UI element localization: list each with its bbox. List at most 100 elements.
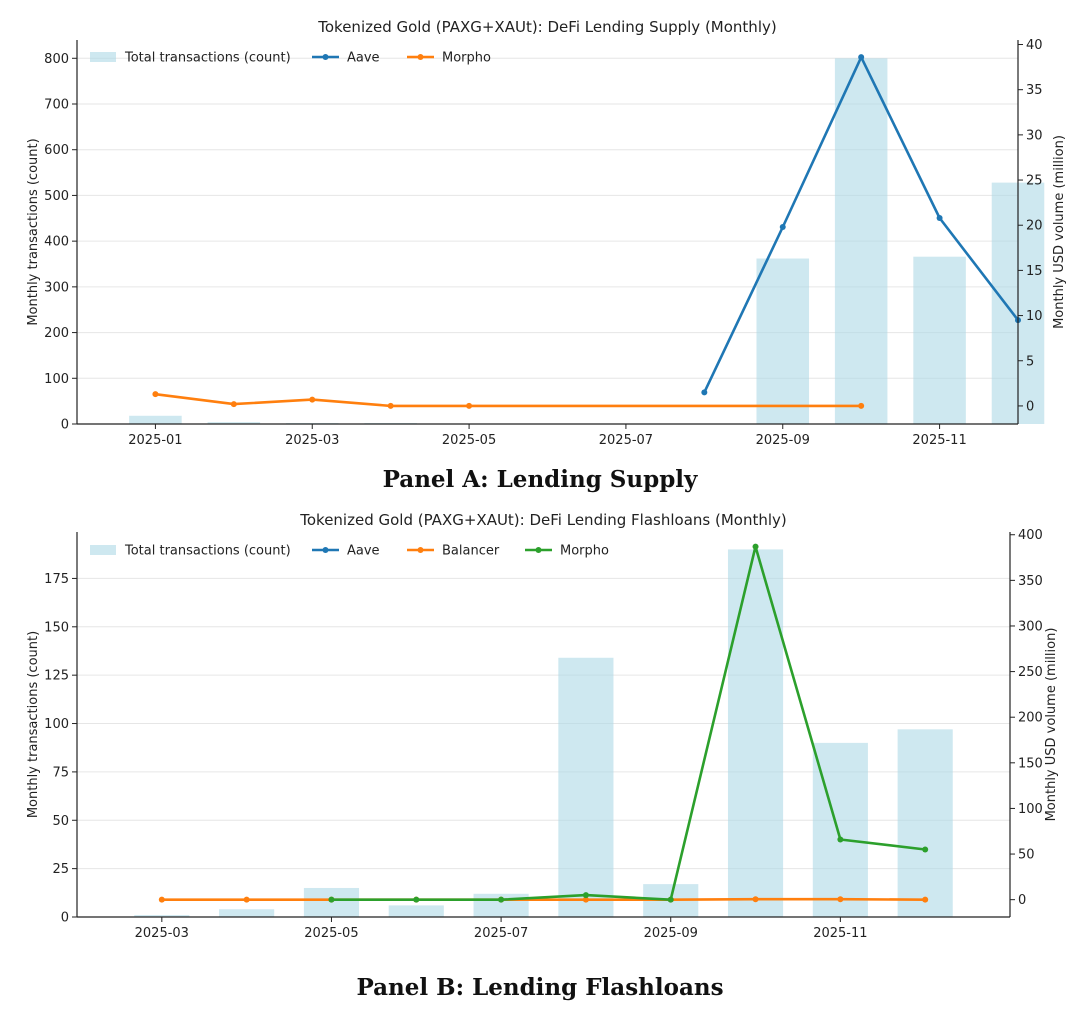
series-line-morpho	[331, 545, 926, 902]
legend-item-aave: Aave	[312, 51, 380, 66]
x-tick-label: 2025-09	[644, 926, 698, 941]
legend-label: Aave	[347, 544, 380, 559]
panel-a-caption: Panel A: Lending Supply	[382, 466, 698, 493]
legend-item-morpho: Morpho	[407, 51, 491, 66]
y-right-tick-label: 0	[1026, 399, 1034, 414]
series-point-aave	[858, 54, 865, 61]
legend-swatch-marker	[417, 547, 424, 553]
series-point-balancer	[837, 896, 844, 903]
legend-swatch-bar	[90, 52, 116, 62]
legend-label: Morpho	[442, 51, 491, 66]
x-tick-label: 2025-03	[285, 433, 339, 448]
y-left-tick-label: 300	[44, 280, 69, 295]
bar-total-transactions	[558, 657, 614, 917]
series-point-morpho	[858, 402, 865, 409]
chart-title: Tokenized Gold (PAXG+XAUt): DeFi Lending…	[317, 18, 776, 36]
legend-label: Morpho	[560, 544, 609, 559]
y-left-tick-label: 150	[44, 620, 69, 635]
legend-item-morpho: Morpho	[525, 544, 609, 559]
series-point-balancer	[158, 896, 165, 903]
y-left-tick-label: 700	[44, 98, 69, 113]
y-right-tick-label: 30	[1026, 128, 1043, 143]
y-right-tick-label: 50	[1018, 848, 1035, 863]
series-point-aave	[936, 214, 943, 221]
series-point-aave	[779, 224, 786, 231]
bar-total-transactions	[913, 256, 966, 424]
y-left-axis-label: Monthly transactions (count)	[26, 138, 41, 325]
legend-label: Aave	[347, 51, 380, 66]
y-left-tick-label: 600	[44, 143, 69, 158]
bar-total-transactions	[727, 549, 784, 917]
x-tick-label: 2025-03	[135, 926, 189, 941]
series-point-morpho	[309, 396, 316, 403]
y-right-tick-label: 5	[1026, 354, 1034, 369]
y-right-tick-label: 350	[1018, 574, 1043, 589]
y-right-tick-label: 35	[1026, 83, 1043, 98]
series-point-balancer	[752, 896, 759, 903]
legend-swatch-marker	[417, 54, 424, 60]
legend-item-balancer: Balancer	[407, 544, 500, 559]
y-right-tick-label: 250	[1018, 665, 1043, 680]
bar-total-transactions	[219, 909, 275, 917]
series-point-morpho	[667, 896, 674, 903]
y-left-tick-label: 0	[61, 911, 69, 926]
series-point-morpho	[466, 402, 473, 409]
y-left-tick-label: 400	[44, 235, 69, 250]
series-point-morpho	[152, 391, 159, 398]
legend-swatch-marker	[322, 54, 329, 60]
y-left-tick-label: 175	[44, 572, 69, 587]
bar-total-transactions	[756, 258, 810, 424]
y-right-tick-label: 300	[1018, 619, 1043, 634]
series-point-morpho	[752, 543, 759, 550]
y-right-tick-label: 10	[1026, 309, 1043, 324]
y-left-tick-label: 500	[44, 189, 69, 204]
y-left-tick-label: 25	[52, 862, 69, 877]
legend-item-total-transactions-count: Total transactions (count)	[90, 51, 291, 66]
x-tick-label: 2025-11	[813, 926, 867, 941]
y-left-tick-label: 800	[44, 52, 69, 67]
legend-swatch-marker	[322, 547, 329, 553]
x-tick-label: 2025-01	[128, 433, 182, 448]
panel-a-lending-supply: Tokenized Gold (PAXG+XAUt): DeFi Lending…	[26, 18, 1067, 448]
legend-label: Total transactions (count)	[124, 544, 291, 559]
legend-swatch-marker	[535, 547, 542, 553]
series-point-morpho	[230, 401, 237, 408]
series-point-balancer	[582, 896, 589, 903]
y-right-tick-label: 25	[1026, 174, 1043, 189]
legend-label: Total transactions (count)	[124, 51, 291, 66]
bar-total-transactions	[388, 905, 444, 917]
series-point-morpho	[328, 896, 335, 903]
panel-b-caption: Panel B: Lending Flashloans	[356, 974, 724, 1001]
series-point-morpho	[498, 896, 505, 903]
x-tick-label: 2025-07	[474, 926, 528, 941]
y-right-axis-label: Monthly USD volume (million)	[1044, 628, 1059, 822]
legend-swatch-bar	[90, 545, 116, 555]
y-left-tick-label: 50	[52, 814, 69, 829]
series-point-aave	[701, 389, 708, 396]
series-point-morpho	[922, 846, 929, 853]
bar-total-transactions	[129, 415, 182, 424]
y-right-tick-label: 15	[1026, 264, 1043, 279]
bar-total-transactions	[134, 915, 190, 917]
y-left-axis-label: Monthly transactions (count)	[26, 631, 41, 818]
series-point-balancer	[243, 896, 250, 903]
y-left-tick-label: 100	[44, 717, 69, 732]
bar-total-transactions	[834, 58, 888, 425]
y-left-tick-label: 0	[61, 418, 69, 433]
series-point-balancer	[922, 896, 929, 903]
y-right-tick-label: 0	[1018, 893, 1026, 908]
series-line-morpho	[155, 392, 862, 408]
y-right-tick-label: 400	[1018, 528, 1043, 543]
series-point-morpho	[387, 402, 394, 409]
y-left-tick-label: 75	[52, 765, 69, 780]
y-right-tick-label: 100	[1018, 802, 1043, 817]
x-tick-label: 2025-05	[442, 433, 496, 448]
series-point-morpho	[837, 836, 844, 843]
series-line-balancer	[161, 897, 926, 902]
series-point-morpho	[413, 896, 420, 903]
bar-total-transactions	[897, 729, 953, 917]
legend-item-total-transactions-count: Total transactions (count)	[90, 544, 291, 559]
y-left-tick-label: 125	[44, 669, 69, 684]
y-right-tick-label: 200	[1018, 711, 1043, 726]
